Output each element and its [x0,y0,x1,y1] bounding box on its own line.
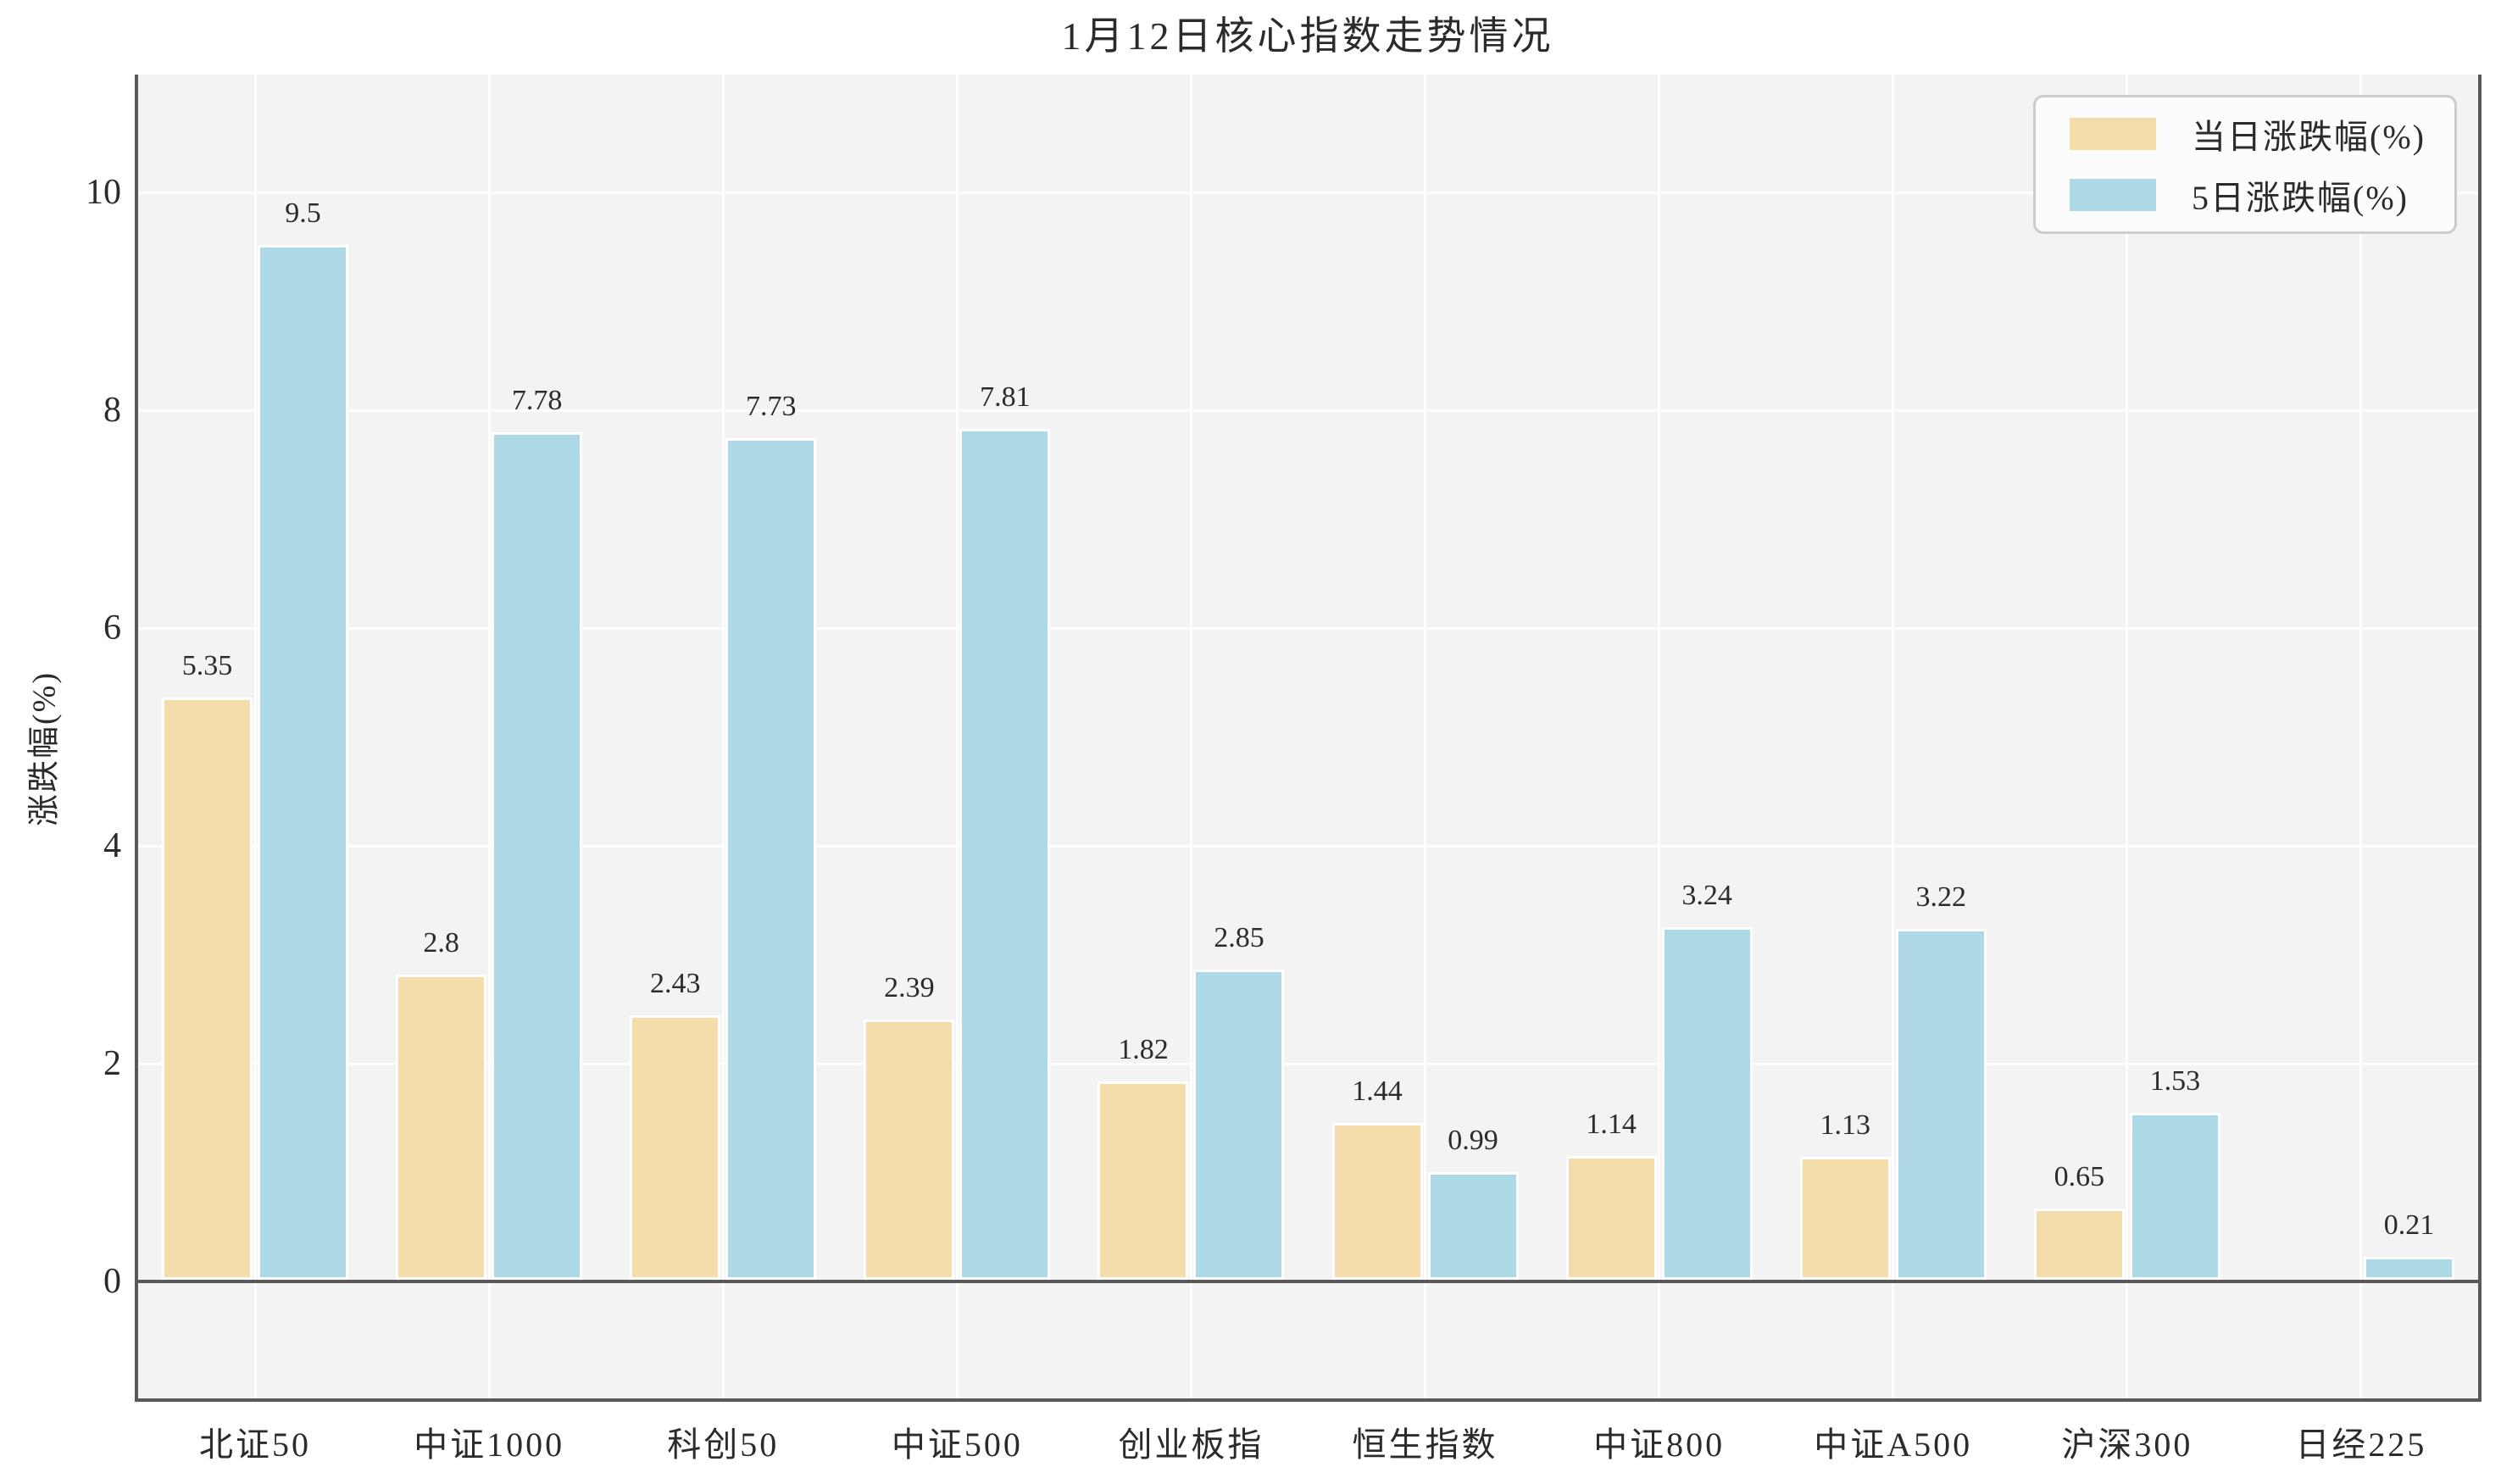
x-tick-label: 中证800 [1593,1426,1726,1464]
v-gridline [2359,75,2363,1398]
bar-value-label: 3.22 [1915,881,1967,914]
v-gridline [721,75,725,1398]
x-tick-label: 北证50 [199,1426,312,1464]
y-tick-label: 4 [103,826,121,865]
bar-daily-change [1565,1155,1657,1280]
x-tick-label: 恒生指数 [1352,1426,1498,1464]
bar-value-label: 2.43 [650,967,701,999]
bar-daily-change [1331,1122,1423,1280]
bar-value-label: 7.73 [746,390,797,422]
bar-5day-change [1895,929,1987,1280]
x-tick-label: 中证A500 [1814,1426,1973,1464]
bar-daily-change [1098,1081,1189,1280]
bar-value-label: 1.82 [1118,1034,1169,1066]
bar-daily-change [396,975,487,1280]
h-gridline [138,191,2478,194]
bar-daily-change [864,1019,955,1280]
bar-daily-change [1799,1156,1891,1280]
x-tick-label: 沪深300 [2061,1426,2193,1464]
bar-daily-change [162,697,253,1280]
legend-label: 5日涨跌幅(%) [2192,179,2409,217]
left-spine [135,75,138,1398]
bar-5day-change [725,437,817,1280]
bar-5day-change [492,432,583,1280]
legend-item: 5日涨跌幅(%) [2036,170,2454,220]
bar-5day-change [959,429,1051,1280]
h-gridline [138,1062,2478,1065]
legend-label: 当日涨跌幅(%) [2192,118,2426,156]
bar-value-label: 7.81 [980,381,1031,414]
bar-value-label: 7.78 [511,385,563,417]
bar-5day-change [1193,969,1285,1280]
v-gridline [2126,75,2129,1398]
bar-value-label: 2.39 [884,971,935,1003]
bar-5day-change [258,245,349,1280]
v-gridline [1892,75,1895,1398]
x-tick-label: 创业板指 [1118,1426,1264,1464]
h-gridline [138,844,2478,848]
bar-value-label: 1.14 [1586,1108,1637,1140]
y-tick-label: 2 [103,1044,121,1083]
bar-5day-change [2363,1257,2454,1280]
v-gridline [487,75,491,1398]
bar-value-label: 0.65 [2054,1161,2105,1193]
legend-swatch-daily [2070,118,2156,150]
bar-5day-change [1427,1171,1519,1280]
bar-daily-change [2033,1209,2125,1280]
bar-value-label: 0.21 [2383,1209,2435,1241]
bar-5day-change [1661,926,1753,1280]
x-tick-label: 中证500 [891,1426,1023,1464]
x-tick-label: 日经225 [2295,1426,2427,1464]
x-tick-label: 中证1000 [414,1426,565,1464]
right-spine [2478,75,2482,1398]
bar-5day-change [2129,1113,2220,1280]
x-tick-label: 科创50 [667,1426,780,1464]
v-gridline [253,75,257,1398]
bar-daily-change [630,1014,721,1280]
zero-line [138,1280,2478,1283]
bar-value-label: 3.24 [1681,879,1732,911]
chart-title: 1月12日核心指数走势情况 [1061,14,1554,58]
y-tick-label: 6 [103,609,121,648]
h-gridline [138,626,2478,630]
v-gridline [955,75,959,1398]
y-tick-label: 8 [103,391,121,430]
bottom-spine [135,1398,2482,1402]
bar-value-label: 2.8 [423,927,459,959]
bar-value-label: 2.85 [1214,921,1264,953]
y-tick-label: 0 [103,1262,121,1301]
v-gridline [1658,75,1661,1398]
bar-value-label: 0.99 [1448,1124,1498,1156]
bar-value-label: 1.44 [1352,1075,1403,1107]
y-tick-label: 10 [86,173,121,212]
legend: 当日涨跌幅(%) 5日涨跌幅(%) [2033,95,2457,234]
v-gridline [1424,75,1427,1398]
bar-value-label: 9.5 [285,197,321,230]
h-gridline [138,409,2478,412]
legend-swatch-5day [2070,179,2156,211]
legend-item: 当日涨跌幅(%) [2036,109,2454,158]
bar-value-label: 1.13 [1820,1109,1871,1141]
bar-value-label: 1.53 [2149,1065,2201,1098]
bar-value-label: 5.35 [181,649,233,681]
v-gridline [1189,75,1192,1398]
